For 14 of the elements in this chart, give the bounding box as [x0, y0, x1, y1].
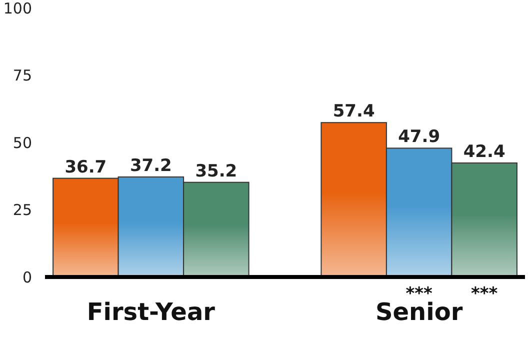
x-tick-label: First-Year	[86, 298, 216, 326]
y-tick-label: 75	[12, 66, 32, 84]
data-label: 36.7	[64, 157, 107, 178]
y-tick-label: 100	[3, 0, 32, 18]
x-tick-label: Senior	[375, 298, 463, 326]
text: ***	[470, 284, 498, 304]
y-tick-label: 0	[22, 268, 32, 286]
y-tick-label: 25	[12, 201, 32, 219]
y-tick-label: 50	[12, 134, 32, 152]
data-label: 35.2	[195, 161, 238, 182]
data-label: 47.9	[398, 127, 440, 148]
data-label: 42.4	[463, 142, 506, 162]
data-label: 37.2	[130, 156, 172, 176]
data-label: 57.4	[332, 102, 375, 122]
